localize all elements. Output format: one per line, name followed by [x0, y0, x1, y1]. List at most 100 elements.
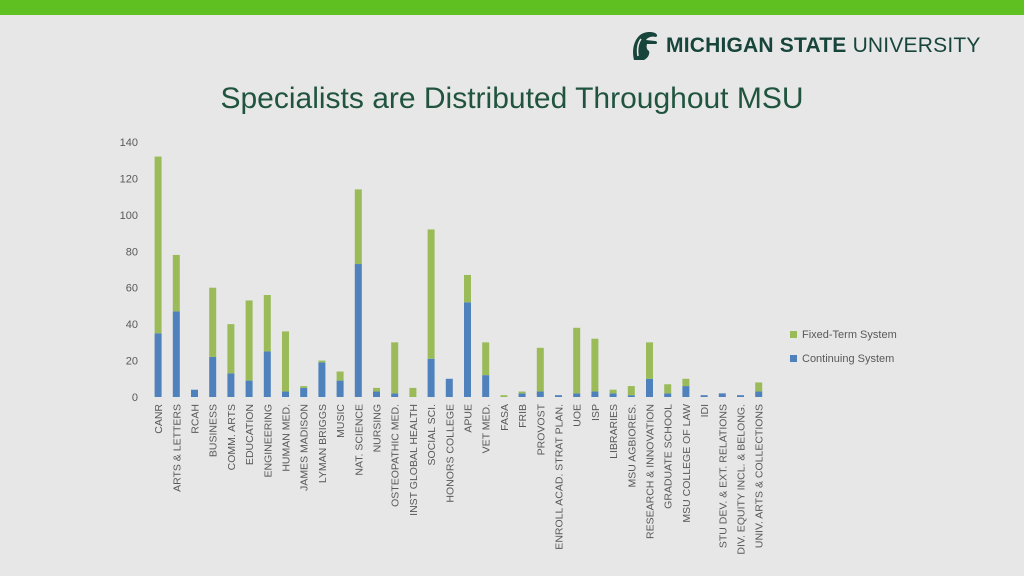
- bar-fixed-term: [154, 156, 162, 334]
- bar-fixed-term: [427, 229, 435, 359]
- bar-fixed-term: [682, 378, 690, 387]
- bar-fixed-term: [318, 360, 326, 363]
- bar-fixed-term: [391, 342, 399, 394]
- brand-name-light: UNIVERSITY: [852, 34, 981, 57]
- bar-continuing: [209, 356, 217, 397]
- x-tick-label: ARTS & LETTERS: [171, 404, 183, 492]
- x-tick-label: IDI: [699, 404, 711, 417]
- bar-continuing: [518, 393, 526, 397]
- x-tick-label: UOE: [572, 404, 584, 427]
- legend-label: Fixed-Term System: [802, 329, 897, 341]
- x-tick-label: MSU AGBIORES.: [626, 404, 638, 487]
- bar-continuing: [191, 389, 198, 397]
- bar-fixed-term: [172, 254, 180, 312]
- x-tick-label: RCAH: [190, 404, 202, 434]
- legend-swatch: [790, 331, 797, 338]
- msu-logo: MICHIGAN STATE UNIVERSITY: [630, 30, 981, 62]
- bar-continuing: [263, 351, 271, 397]
- bar-fixed-term: [482, 342, 490, 376]
- y-tick-label: 20: [126, 356, 138, 368]
- x-tick-label: UNIV. ARTS & COLLECTIONS: [754, 404, 766, 548]
- y-tick-label: 120: [120, 173, 138, 185]
- bar-continuing: [536, 391, 544, 397]
- x-tick-label: JAMES MADISON: [299, 404, 311, 491]
- y-tick-label: 0: [132, 392, 138, 404]
- x-tick-label: INST GLOBAL HEALTH: [408, 404, 420, 516]
- bar-fixed-term: [209, 287, 217, 357]
- x-tick-label: NURSING: [372, 404, 384, 452]
- x-tick-label: VET MED.: [481, 404, 493, 453]
- bar-fixed-term: [300, 386, 308, 388]
- bar-fixed-term: [409, 387, 417, 397]
- bar-continuing: [555, 395, 562, 397]
- bar-continuing: [482, 375, 490, 397]
- bar-fixed-term: [536, 347, 544, 392]
- bar-fixed-term: [282, 331, 289, 392]
- bar-continuing: [700, 395, 708, 397]
- bar-continuing: [354, 264, 362, 397]
- x-tick-label: NAT. SCIENCE: [353, 404, 365, 476]
- bar-fixed-term: [464, 274, 471, 303]
- x-tick-label: RESEARCH & INNOVATION: [645, 404, 657, 539]
- bar-fixed-term: [755, 382, 763, 392]
- bar-continuing: [154, 333, 162, 397]
- bar-fixed-term: [573, 327, 581, 394]
- x-tick-label: ENROLL ACAD. STRAT PLAN.: [554, 404, 566, 550]
- bar-fixed-term: [627, 386, 635, 396]
- bar-continuing: [391, 393, 399, 397]
- bar-fixed-term: [591, 338, 599, 392]
- bar-continuing: [573, 393, 581, 397]
- bar-continuing: [300, 387, 308, 397]
- x-tick-label: HUMAN MED.: [281, 404, 293, 472]
- bar-fixed-term: [373, 387, 380, 392]
- bar-continuing: [755, 391, 763, 397]
- x-tick-label: MSU COLLEGE OF LAW: [681, 404, 693, 523]
- x-tick-label: APUE: [463, 404, 475, 433]
- brand-wordmark: MICHIGAN STATE UNIVERSITY: [666, 34, 981, 58]
- bar-continuing: [445, 378, 453, 397]
- bar-fixed-term: [354, 189, 362, 265]
- bar-continuing: [464, 302, 471, 397]
- bar-continuing: [627, 395, 635, 397]
- page-title: Specialists are Distributed Throughout M…: [220, 82, 804, 115]
- bar-continuing: [591, 391, 599, 397]
- x-tick-label: ENGINEERING: [262, 404, 274, 478]
- x-tick-label: ISP: [590, 404, 602, 421]
- bar-continuing: [245, 380, 253, 397]
- bar-continuing: [718, 393, 726, 397]
- x-tick-label: HONORS COLLEGE: [444, 404, 456, 503]
- top-accent-bar: [0, 0, 1024, 15]
- y-tick-label: 100: [120, 210, 138, 222]
- x-tick-label: COMM. ARTS: [226, 404, 238, 470]
- bar-continuing: [427, 358, 435, 397]
- x-tick-label: CANR: [153, 404, 165, 434]
- bar-continuing: [336, 380, 344, 397]
- bar-continuing: [664, 393, 672, 397]
- bar-fixed-term: [227, 324, 235, 374]
- x-tick-label: OSTEOPATHIC MED.: [390, 404, 402, 507]
- y-tick-label: 80: [126, 246, 138, 258]
- bar-fixed-term: [664, 384, 672, 394]
- bar-continuing: [609, 393, 617, 397]
- bar-continuing: [646, 378, 653, 397]
- x-tick-label: BUSINESS: [208, 404, 220, 457]
- bar-continuing: [737, 395, 744, 397]
- x-tick-label: FRIB: [517, 404, 529, 428]
- bar-fixed-term: [518, 391, 526, 394]
- x-tick-label: GRADUATE SCHOOL: [663, 404, 675, 509]
- bar-continuing: [318, 362, 326, 397]
- x-tick-label: PROVOST: [535, 403, 547, 455]
- bar-continuing: [682, 386, 690, 397]
- x-tick-label: EDUCATION: [244, 404, 256, 465]
- x-tick-label: DIV. EQUITY INCL. & BELONG.: [736, 404, 748, 555]
- bar-continuing: [172, 311, 180, 397]
- y-tick-label: 40: [126, 319, 138, 331]
- spartan-helmet-icon: [630, 30, 660, 62]
- legend-label: Continuing System: [802, 353, 894, 365]
- legend-swatch: [790, 355, 797, 362]
- x-tick-label: LYMAN BRIGGS: [317, 404, 329, 483]
- bar-continuing: [282, 391, 289, 397]
- y-tick-label: 140: [120, 137, 138, 149]
- brand-name-bold: MICHIGAN STATE: [666, 34, 847, 57]
- bar-fixed-term: [245, 300, 253, 381]
